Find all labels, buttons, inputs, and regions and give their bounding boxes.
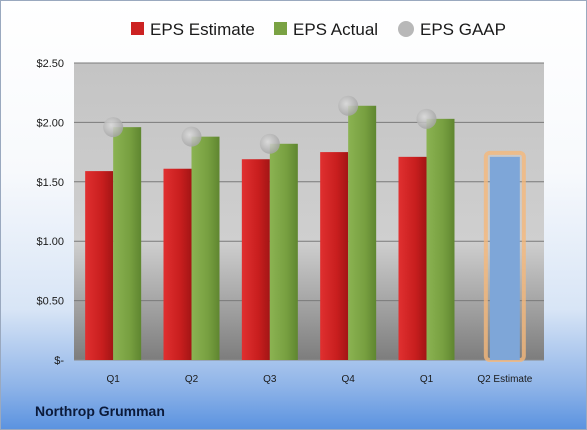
dot-eps-gaap	[181, 126, 202, 147]
dot-eps-gaap	[103, 117, 124, 138]
legend: EPS Estimate EPS Actual EPS GAAP	[131, 20, 506, 39]
legend-label-gaap: EPS GAAP	[420, 20, 506, 39]
bar-eps-actual	[191, 136, 220, 360]
x-axis-categories: Q1 Q2 Q3 Q4 Q1 Q2 Estimate	[106, 374, 532, 385]
bar-q2-estimate	[489, 156, 520, 360]
bar-eps-actual	[348, 105, 377, 360]
y-tick-label: $0.50	[36, 296, 64, 308]
legend-swatch-actual	[274, 22, 287, 35]
dot-eps-gaap	[416, 108, 437, 129]
bar-eps-estimate	[241, 159, 270, 360]
y-axis-ticks: $- $0.50 $1.00 $1.50 $2.00 $2.50	[36, 58, 64, 367]
legend-label-actual: EPS Actual	[293, 20, 378, 39]
legend-swatch-estimate	[131, 22, 144, 35]
dot-eps-gaap	[338, 95, 359, 116]
x-category-label: Q1	[420, 374, 434, 385]
y-tick-label: $1.50	[36, 177, 64, 189]
x-category-label: Q1	[106, 374, 120, 385]
x-category-label: Q2 Estimate	[477, 374, 532, 385]
bars	[85, 105, 526, 362]
x-category-label: Q3	[263, 374, 277, 385]
bar-eps-estimate	[85, 171, 114, 360]
y-tick-label: $1.00	[36, 236, 64, 248]
bar-eps-estimate	[398, 156, 427, 360]
y-tick-label: $-	[54, 355, 64, 367]
dot-eps-gaap	[259, 133, 280, 154]
bar-eps-actual	[426, 118, 455, 360]
eps-chart: EPS Estimate EPS Actual EPS GAAP $- $0.50…	[36, 20, 544, 385]
company-name: Northrop Grumman	[35, 403, 165, 419]
y-tick-label: $2.50	[36, 58, 64, 70]
bar-eps-estimate	[163, 168, 192, 360]
bar-eps-actual	[269, 143, 298, 360]
gaap-dots	[103, 95, 437, 154]
y-tick-label: $2.00	[36, 117, 64, 129]
x-category-label: Q4	[341, 374, 355, 385]
x-category-label: Q2	[185, 374, 199, 385]
legend-swatch-gaap	[398, 21, 414, 37]
plot-area	[74, 63, 544, 360]
bar-eps-actual	[113, 127, 142, 360]
gridlines	[74, 62, 544, 361]
legend-label-estimate: EPS Estimate	[150, 20, 255, 39]
bar-eps-estimate	[320, 152, 349, 360]
